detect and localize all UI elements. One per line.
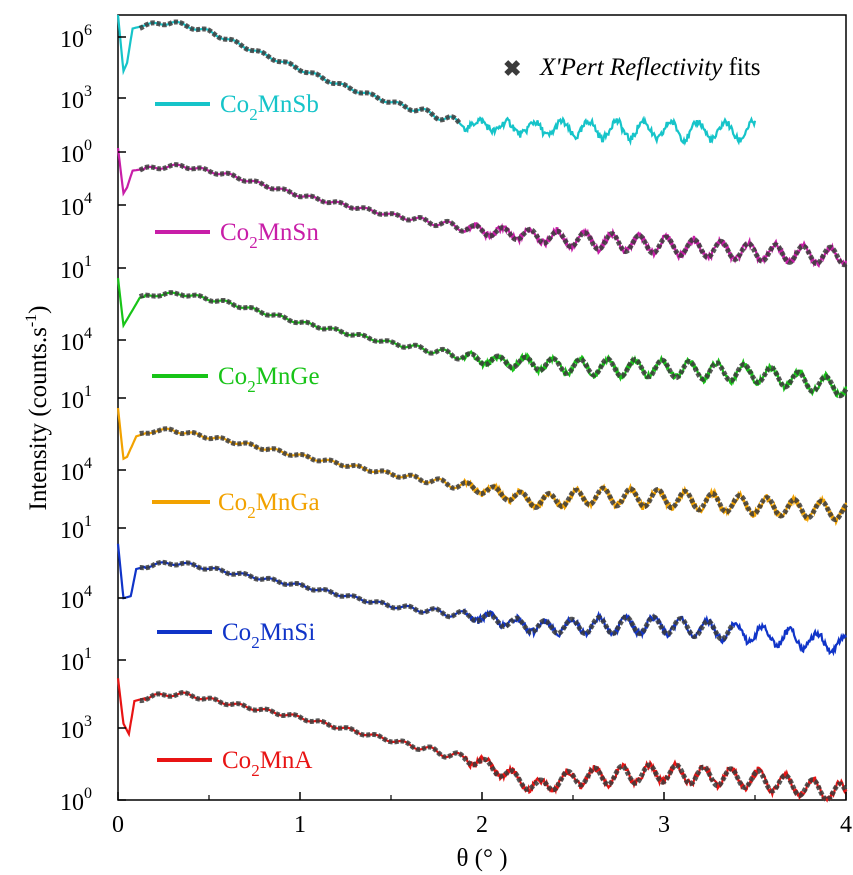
y-tick-exp: 1 xyxy=(84,253,92,270)
y-tick-exp: 0 xyxy=(84,137,92,154)
x-axis-label: θ (° ) xyxy=(456,845,507,872)
y-tick-label: 104 xyxy=(60,190,92,221)
y-tick-base: 10 xyxy=(60,388,84,414)
y-tick-exp: 6 xyxy=(84,22,92,39)
y-tick-base: 10 xyxy=(60,588,84,614)
series-layer: Co2MnSbCo2MnSnCo2MnGeCo2MnGaCo2MnSiCo2Mn… xyxy=(116,14,849,803)
legend-label-sub: 2 xyxy=(251,633,260,652)
y-axis-label: Intensity (counts.s-1) xyxy=(23,306,52,511)
legend-label-tail: MnSi xyxy=(260,619,316,646)
y-tick-base: 10 xyxy=(60,718,84,744)
legend-label-sub: 2 xyxy=(247,377,256,396)
legend-fit-marker: ✖ xyxy=(503,56,521,81)
legend-fit-label-rest: fits xyxy=(722,54,760,81)
legend-fit: ✖ X'Pert Reflectivity fits xyxy=(503,54,761,81)
y-tick-label: 104 xyxy=(60,455,92,486)
y-tick-base: 10 xyxy=(60,518,84,544)
y-axis-label-main: Intensity (counts.s xyxy=(25,327,52,510)
y-tick-exp: 4 xyxy=(84,583,92,600)
legend-label-main: Co xyxy=(218,363,247,390)
y-tick-base: 10 xyxy=(60,790,84,816)
data-line-Co2MnA xyxy=(116,678,848,803)
y-tick-label: 101 xyxy=(60,513,92,544)
y-tick-label: 101 xyxy=(60,645,92,676)
y-tick-exp: 4 xyxy=(84,190,92,207)
y-tick-label: 103 xyxy=(60,83,92,114)
legend-label-tail: MnGe xyxy=(256,363,320,390)
y-tick-base: 10 xyxy=(60,258,84,284)
y-tick-exp: 4 xyxy=(84,455,92,472)
y-tick-exp: 1 xyxy=(84,645,92,662)
axis-layer: 1061031001041011041011041011041011031000… xyxy=(60,22,852,838)
fit-line-Co2MnGe xyxy=(138,290,849,399)
y-axis-label-sup: -1 xyxy=(23,314,40,327)
legend-label-main: Co xyxy=(220,91,249,118)
legend-label-sub: 2 xyxy=(249,233,258,252)
series-Co2MnSi: Co2MnSi xyxy=(116,543,847,657)
legend-label-Co2MnA: Co2MnA xyxy=(222,747,312,780)
y-tick-label: 101 xyxy=(60,383,92,414)
y-tick-label: 104 xyxy=(60,583,92,614)
data-line-Co2MnSn xyxy=(116,147,848,269)
y-tick-base: 10 xyxy=(60,460,84,486)
y-tick-label: 103 xyxy=(60,713,92,744)
y-tick-base: 10 xyxy=(60,330,84,356)
y-tick-label: 106 xyxy=(60,22,92,53)
legend-label-tail: MnA xyxy=(260,747,313,774)
legend-label-tail: MnSn xyxy=(258,219,320,246)
legend-label-main: Co xyxy=(222,747,251,774)
fit-line-Co2MnGa xyxy=(139,426,848,523)
y-tick-base: 10 xyxy=(60,650,84,676)
legend-label-main: Co xyxy=(220,219,249,246)
series-Co2MnSb: Co2MnSb xyxy=(116,14,757,146)
legend-label-Co2MnGa: Co2MnGa xyxy=(218,489,320,522)
series-Co2MnGa: Co2MnGa xyxy=(116,407,848,527)
series-Co2MnA: Co2MnA xyxy=(116,678,849,803)
y-tick-base: 10 xyxy=(60,88,84,114)
x-tick-label: 2 xyxy=(476,812,488,838)
y-tick-label: 104 xyxy=(60,325,92,356)
legend-fit-label: X'Pert Reflectivity fits xyxy=(539,54,761,81)
legend-label-sub: 2 xyxy=(251,761,260,780)
legend-label-sub: 2 xyxy=(247,503,256,522)
y-tick-base: 10 xyxy=(60,195,84,221)
y-tick-label: 101 xyxy=(60,253,92,284)
y-tick-exp: 4 xyxy=(84,325,92,342)
fit-line-Co2MnSb xyxy=(138,19,463,126)
legend-label-Co2MnGe: Co2MnGe xyxy=(218,363,320,396)
fit-line-Co2MnSi xyxy=(139,559,735,642)
y-axis-label-close: ) xyxy=(25,306,52,314)
y-tick-label: 100 xyxy=(60,785,92,816)
x-tick-label: 4 xyxy=(840,812,852,838)
legend-label-sub: 2 xyxy=(249,105,258,124)
series-Co2MnGe: Co2MnGe xyxy=(116,277,849,399)
legend-label-tail: MnGa xyxy=(256,489,320,516)
y-tick-base: 10 xyxy=(60,27,84,53)
legend-fit-label-italic: X'Pert Reflectivity xyxy=(539,54,723,81)
fit-line-Co2MnA xyxy=(139,690,849,803)
x-tick-label: 3 xyxy=(658,812,670,838)
legend-label-main: Co xyxy=(218,489,247,516)
y-tick-exp: 3 xyxy=(84,83,92,100)
legend-label-Co2MnSb: Co2MnSb xyxy=(220,91,319,124)
y-tick-exp: 3 xyxy=(84,713,92,730)
legend-label-Co2MnSn: Co2MnSn xyxy=(220,219,319,252)
y-tick-exp: 0 xyxy=(84,785,92,802)
y-tick-exp: 1 xyxy=(84,513,92,530)
legend-label-main: Co xyxy=(222,619,251,646)
legend-label-tail: MnSb xyxy=(258,91,319,118)
y-tick-base: 10 xyxy=(60,142,84,168)
series-Co2MnSn: Co2MnSn xyxy=(116,147,848,269)
y-tick-exp: 1 xyxy=(84,383,92,400)
x-tick-label: 0 xyxy=(112,812,124,838)
fit-line-Co2MnSn xyxy=(138,162,848,268)
y-tick-label: 100 xyxy=(60,137,92,168)
legend-label-Co2MnSi: Co2MnSi xyxy=(222,619,315,652)
x-tick-label: 1 xyxy=(294,812,306,838)
